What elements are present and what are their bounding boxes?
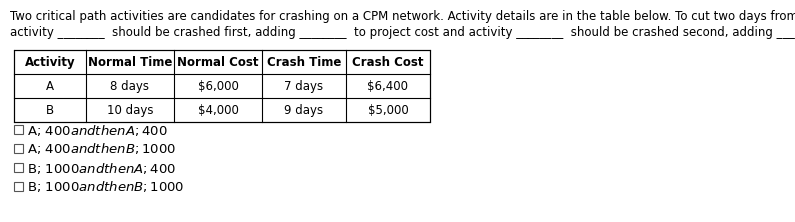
Bar xyxy=(14,125,23,135)
Text: 7 days: 7 days xyxy=(285,79,324,93)
Text: Crash Cost: Crash Cost xyxy=(352,56,424,69)
Text: Activity: Activity xyxy=(25,56,76,69)
Text: B: B xyxy=(46,103,54,117)
Text: Crash Time: Crash Time xyxy=(267,56,341,69)
Text: A: A xyxy=(46,79,54,93)
Bar xyxy=(14,163,23,172)
Text: A; $400 and then B; $1000: A; $400 and then B; $1000 xyxy=(27,141,176,157)
Text: 9 days: 9 days xyxy=(285,103,324,117)
Bar xyxy=(14,50,430,122)
Text: Normal Time: Normal Time xyxy=(87,56,173,69)
Text: $6,400: $6,400 xyxy=(367,79,409,93)
Bar xyxy=(14,182,23,192)
Text: 10 days: 10 days xyxy=(107,103,153,117)
Text: Normal Cost: Normal Cost xyxy=(177,56,258,69)
Bar xyxy=(14,145,23,153)
Text: B; $1000 and then B; $1000: B; $1000 and then B; $1000 xyxy=(27,180,184,194)
Text: 8 days: 8 days xyxy=(111,79,149,93)
Text: $4,000: $4,000 xyxy=(198,103,238,117)
Text: A; $400 and then A; $400: A; $400 and then A; $400 xyxy=(27,123,168,137)
Text: $5,000: $5,000 xyxy=(367,103,409,117)
Text: B; $1000 and then A; $400: B; $1000 and then A; $400 xyxy=(27,161,176,176)
Text: $6,000: $6,000 xyxy=(198,79,238,93)
Text: activity ________  should be crashed first, adding ________  to project cost and: activity ________ should be crashed firs… xyxy=(10,26,795,39)
Text: Two critical path activities are candidates for crashing on a CPM network. Activ: Two critical path activities are candida… xyxy=(10,10,795,23)
